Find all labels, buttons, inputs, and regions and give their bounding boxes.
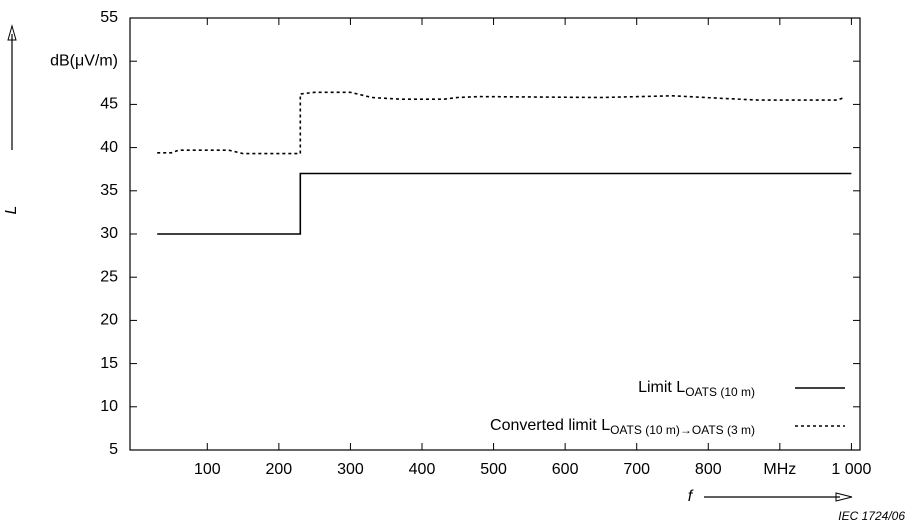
y-tick-label: 25 (100, 268, 118, 285)
y-axis-label: L (3, 206, 20, 215)
figure-id: IEC 1724/06 (838, 509, 905, 523)
x-tick-label: 600 (552, 461, 579, 478)
y-tick-label: 35 (100, 182, 118, 199)
x-tick-label: 1 000 (831, 461, 871, 478)
x-tick-label: 200 (266, 461, 293, 478)
legend-subscript: OATS (10 m)→OATS (3 m) (610, 423, 755, 437)
legend-name: Limit L (638, 379, 685, 396)
y-tick-label: 15 (100, 355, 118, 372)
legend-name: Converted limit L (490, 417, 610, 434)
x-tick-label: 400 (409, 461, 436, 478)
y-tick-label: 30 (100, 225, 118, 242)
y-tick-label: 40 (100, 139, 118, 156)
x-tick-label: 100 (194, 461, 221, 478)
x-tick-label: MHz (763, 461, 796, 478)
y-tick-label: 55 (100, 9, 118, 26)
y-tick-label: dB(μV/m) (50, 52, 118, 69)
y-tick-label: 10 (100, 398, 118, 415)
legend-label: Converted limit LOATS (10 m)→OATS (3 m) (490, 417, 755, 437)
legend-label: Limit LOATS (10 m) (638, 379, 755, 399)
series-line (157, 172, 852, 235)
y-tick-label: 45 (100, 96, 118, 113)
y-arrow-head (7, 24, 17, 41)
y-tick-label: 20 (100, 312, 118, 329)
y-tick-label: 5 (109, 441, 118, 458)
x-arrow-head (835, 492, 853, 502)
x-tick-label: 800 (695, 461, 722, 478)
x-tick-label: 300 (337, 461, 364, 478)
legend-subscript: OATS (10 m) (685, 385, 755, 399)
x-tick-label: 700 (623, 461, 650, 478)
x-tick-label: 500 (480, 461, 507, 478)
x-axis-label: f (688, 488, 694, 505)
series-line (157, 91, 845, 155)
